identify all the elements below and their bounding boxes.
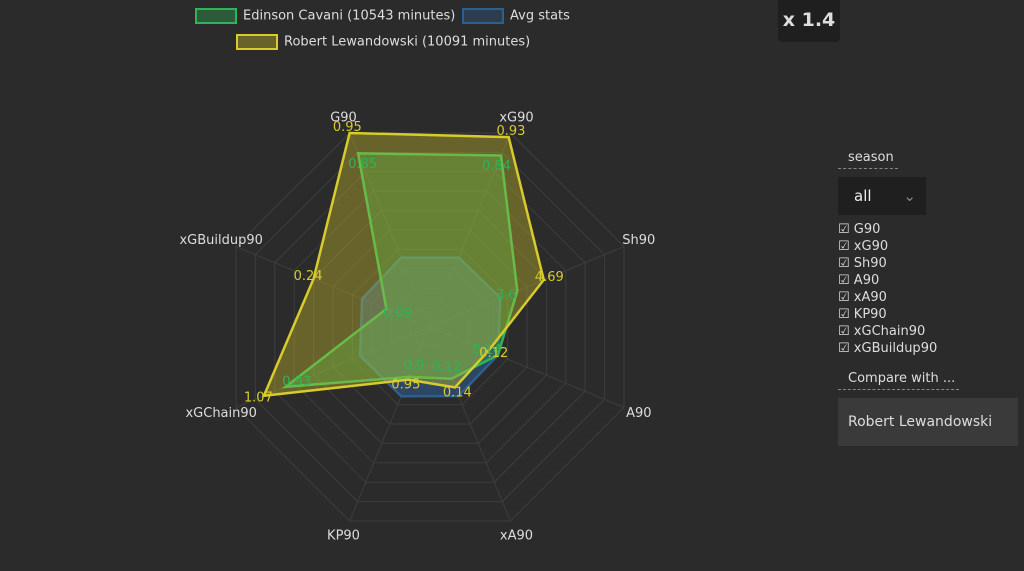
checkbox-icon: ☑ bbox=[838, 307, 854, 322]
data-label: 0.85 bbox=[348, 157, 377, 172]
checkbox-label: xGBuildup90 bbox=[853, 341, 938, 356]
control-panel: season all ⌄ ☑ G90 ☑ xG90 ☑ Sh90 ☑ A90 ☑ xA90… bbox=[838, 148, 1018, 446]
season-label: season bbox=[838, 148, 898, 169]
data-label: 4.69 bbox=[535, 270, 564, 285]
legend-label: Robert Lewandowski (10091 minutes) bbox=[284, 35, 530, 50]
checkbox-icon: ☑ bbox=[838, 222, 854, 237]
axis-label: xGBuildup90 bbox=[179, 233, 262, 248]
legend-swatch bbox=[236, 34, 278, 50]
data-label: 0.14 bbox=[472, 343, 501, 358]
checkbox-label: Sh90 bbox=[853, 256, 887, 271]
legend-swatch bbox=[195, 8, 237, 24]
checkbox-label: KP90 bbox=[853, 307, 887, 322]
season-select[interactable]: all ⌄ bbox=[838, 177, 926, 215]
axis-label: Sh90 bbox=[622, 233, 655, 248]
stat-checkbox[interactable]: ☑ xA90 bbox=[838, 289, 1018, 306]
compare-input[interactable]: Robert Lewandowski bbox=[838, 398, 1018, 446]
data-label: 0.14 bbox=[443, 385, 472, 400]
stat-checkboxes: ☑ G90 ☑ xG90 ☑ Sh90 ☑ A90 ☑ xA90 ☑ KP90 ☑ xGCh… bbox=[838, 221, 1018, 357]
series-area bbox=[261, 131, 546, 398]
legend-swatch bbox=[462, 8, 504, 24]
axis-label: xGChain90 bbox=[185, 406, 256, 421]
radar-chart: G90 xG90 Sh90 A90 xA90 KP90 xGChain90 xGBuildup… bbox=[179, 8, 655, 543]
stat-checkbox[interactable]: ☑ xGChain90 bbox=[838, 323, 1018, 340]
data-label: 0.84 bbox=[482, 159, 511, 174]
stat-checkbox[interactable]: ☑ xG90 bbox=[838, 238, 1018, 255]
legend-label: Edinson Cavani (10543 minutes) bbox=[243, 9, 455, 24]
data-label: 0.93 bbox=[496, 124, 525, 139]
data-label: 0.12 bbox=[479, 346, 508, 361]
data-label: 3.6 bbox=[496, 288, 517, 303]
data-label: 0.09 bbox=[383, 306, 412, 321]
data-label: 0.95 bbox=[391, 378, 420, 393]
stat-checkbox[interactable]: ☑ xGBuildup90 bbox=[838, 340, 1018, 357]
stat-checkbox[interactable]: ☑ G90 bbox=[838, 221, 1018, 238]
checkbox-label: A90 bbox=[853, 273, 880, 288]
stat-checkbox[interactable]: ☑ A90 bbox=[838, 272, 1018, 289]
dropdown-arrow: ⌄ bbox=[903, 187, 916, 205]
checkbox-icon: ☑ bbox=[838, 341, 854, 356]
data-label: 1.07 bbox=[244, 391, 273, 406]
data-label: 0.95 bbox=[333, 120, 362, 135]
data-label: 0.9 bbox=[404, 358, 425, 373]
data-label: 0.12 bbox=[432, 360, 461, 375]
checkbox-label: xGChain90 bbox=[853, 324, 926, 339]
compare-label: Compare with ... bbox=[838, 369, 960, 390]
series-area bbox=[281, 152, 519, 389]
stat-checkbox[interactable]: ☑ KP90 bbox=[838, 306, 1018, 323]
axis-label: KP90 bbox=[327, 528, 360, 543]
checkbox-icon: ☑ bbox=[838, 290, 854, 305]
legend-label: Avg stats bbox=[510, 9, 570, 24]
checkbox-icon: ☑ bbox=[838, 324, 854, 339]
season-value: all bbox=[854, 187, 872, 205]
data-label: 0.24 bbox=[294, 269, 323, 284]
checkbox-label: xA90 bbox=[853, 290, 887, 305]
data-label: 0.93 bbox=[282, 375, 311, 390]
axis-label: xA90 bbox=[500, 528, 533, 543]
axis-label: A90 bbox=[626, 406, 651, 421]
zoom-button[interactable]: x 1.4 bbox=[778, 0, 840, 42]
checkbox-icon: ☑ bbox=[838, 256, 854, 271]
axis-label: xG90 bbox=[499, 111, 533, 126]
checkbox-label: G90 bbox=[853, 222, 881, 237]
checkbox-icon: ☑ bbox=[838, 239, 854, 254]
stat-checkbox[interactable]: ☑ Sh90 bbox=[838, 255, 1018, 272]
checkbox-label: xG90 bbox=[853, 239, 889, 254]
series-area bbox=[358, 256, 502, 398]
checkbox-icon: ☑ bbox=[838, 273, 854, 288]
axis-label: G90 bbox=[330, 111, 357, 126]
